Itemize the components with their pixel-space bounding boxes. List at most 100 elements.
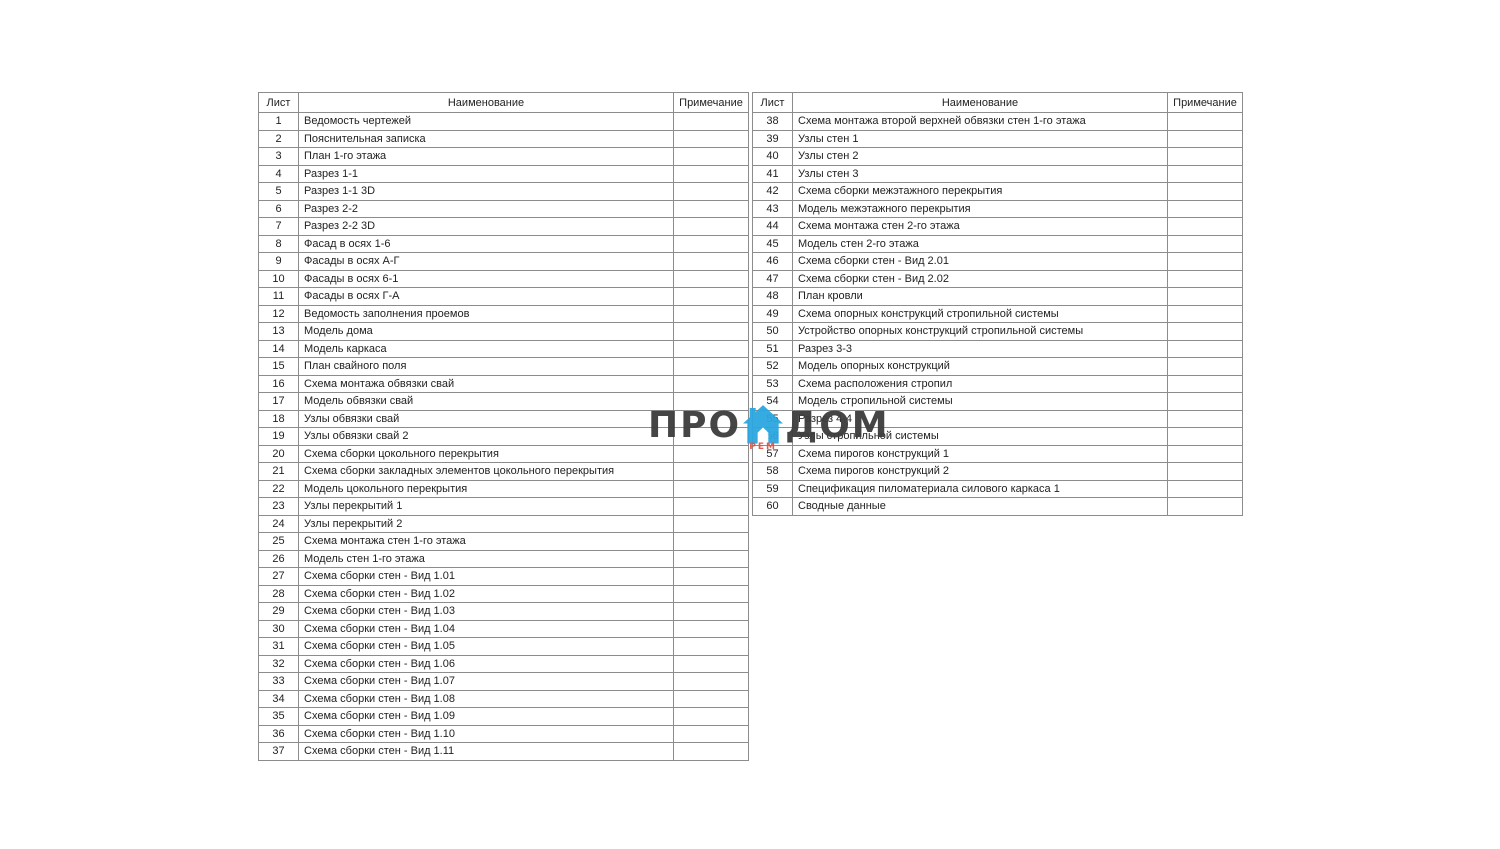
table-row: 35 Схема сборки стен - Вид 1.09: [258, 707, 749, 726]
note-cell: [673, 567, 749, 586]
sheet-name-cell: Ведомость чертежей: [298, 112, 674, 131]
table-row: 31 Схема сборки стен - Вид 1.05: [258, 637, 749, 656]
table-row: 5 Разрез 1-1 3D: [258, 182, 749, 201]
table-row: 27 Схема сборки стен - Вид 1.01: [258, 567, 749, 586]
sheet-number-cell: 41: [752, 164, 793, 183]
sheet-number-cell: 40: [752, 147, 793, 166]
table-row: 36 Схема сборки стен - Вид 1.10: [258, 724, 749, 743]
sheet-name-cell: Ведомость заполнения проемов: [298, 304, 674, 323]
table-row: 58 Схема пирогов конструкций 2: [752, 462, 1243, 481]
watermark-text-pro: ПРО: [648, 404, 742, 446]
note-cell: [673, 287, 749, 306]
table-row: 42 Схема сборки межэтажного перекрытия: [752, 182, 1243, 201]
sheet-name-cell: Схема сборки стен - Вид 1.04: [298, 619, 674, 638]
table-row: 15 План свайного поля: [258, 357, 749, 376]
note-cell: [673, 112, 749, 131]
table-row: 17 Модель обвязки свай: [258, 392, 749, 411]
note-cell: [673, 164, 749, 183]
sheet-name-cell: Модель обвязки свай: [298, 392, 674, 411]
sheet-number-cell: 42: [752, 182, 793, 201]
note-cell: [1167, 199, 1243, 218]
table-row: 48 План кровли: [752, 287, 1243, 306]
table-row: 22 Модель цокольного перекрытия: [258, 479, 749, 498]
sheet-name-cell: Схема сборки стен - Вид 1.10: [298, 724, 674, 743]
table-row: 8 Фасад в осях 1-6: [258, 234, 749, 253]
table-row: 43 Модель межэтажного перекрытия: [752, 199, 1243, 218]
sheet-name-cell: Устройство опорных конструкций стропильн…: [792, 322, 1168, 341]
sheet-number-cell: 49: [752, 304, 793, 323]
sheet-name-cell: Узлы обвязки свай: [298, 409, 674, 428]
sheet-name-cell: Модель стен 1-го этажа: [298, 549, 674, 568]
sheet-number-cell: 7: [258, 217, 299, 236]
note-cell: [1167, 252, 1243, 271]
sheet-name-cell: Модель межэтажного перекрытия: [792, 199, 1168, 218]
sheet-number-cell: 33: [258, 672, 299, 691]
note-cell: [1167, 427, 1243, 446]
sheet-number-cell: 30: [258, 619, 299, 638]
sheet-number-cell: 37: [258, 742, 299, 761]
note-cell: [1167, 287, 1243, 306]
note-cell: [673, 514, 749, 533]
sheet-number-cell: 13: [258, 322, 299, 341]
note-cell: [673, 654, 749, 673]
table-row: 49 Схема опорных конструкций стропильной …: [752, 304, 1243, 323]
sheet-number-cell: 23: [258, 497, 299, 516]
sheet-name-cell: Схема сборки стен - Вид 1.08: [298, 689, 674, 708]
sheet-name-cell: Модель стропильной системы: [792, 392, 1168, 411]
table-row: 37 Схема сборки стен - Вид 1.11: [258, 742, 749, 761]
note-cell: [1167, 479, 1243, 498]
note-cell: [673, 672, 749, 691]
note-cell: [1167, 322, 1243, 341]
note-cell: [1167, 112, 1243, 131]
note-cell: [673, 742, 749, 761]
table-row: 24 Узлы перекрытий 2: [258, 514, 749, 533]
sheet-name-cell: Модель стен 2-го этажа: [792, 234, 1168, 253]
table-row: 13 Модель дома: [258, 322, 749, 341]
note-cell: [673, 304, 749, 323]
sheet-name-cell: Сводные данные: [792, 497, 1168, 516]
table-row: 34 Схема сборки стен - Вид 1.08: [258, 689, 749, 708]
table-row: 57 Схема пирогов конструкций 1: [752, 444, 1243, 463]
sheet-name-cell: Схема пирогов конструкций 1: [792, 444, 1168, 463]
sheet-number-cell: 44: [752, 217, 793, 236]
sheet-number-cell: 9: [258, 252, 299, 271]
note-cell: [1167, 497, 1243, 516]
sheet-name-cell: Схема сборки межэтажного перекрытия: [792, 182, 1168, 201]
sheet-number-cell: 50: [752, 322, 793, 341]
table-row: 30 Схема сборки стен - Вид 1.04: [258, 619, 749, 638]
sheet-number-cell: 25: [258, 532, 299, 551]
sheet-number-cell: 8: [258, 234, 299, 253]
column-header-sheet: Лист: [258, 92, 299, 113]
table-row: 45 Модель стен 2-го этажа: [752, 234, 1243, 253]
note-cell: [673, 602, 749, 621]
note-cell: [1167, 129, 1243, 148]
note-cell: [673, 374, 749, 393]
watermark-text-dom: ДОМ: [785, 404, 890, 446]
table-row: 6 Разрез 2-2: [258, 199, 749, 218]
note-cell: [673, 462, 749, 481]
table-row: 47 Схема сборки стен - Вид 2.02: [752, 269, 1243, 288]
table-row: 50 Устройство опорных конструкций стропил…: [752, 322, 1243, 341]
table-row: 12 Ведомость заполнения проемов: [258, 304, 749, 323]
note-cell: [1167, 409, 1243, 428]
sheet-number-cell: 59: [752, 479, 793, 498]
table-row: 33 Схема сборки стен - Вид 1.07: [258, 672, 749, 691]
note-cell: [1167, 182, 1243, 201]
watermark-sub-label: РЕМ: [749, 442, 777, 452]
watermark-logo: ПРО РЕМ ДОМ: [648, 402, 890, 452]
sheet-name-cell: Модель цокольного перекрытия: [298, 479, 674, 498]
note-cell: [1167, 269, 1243, 288]
sheet-number-cell: 1: [258, 112, 299, 131]
sheet-name-cell: Схема монтажа стен 2-го этажа: [792, 217, 1168, 236]
table-row: 54 Модель стропильной системы: [752, 392, 1243, 411]
sheet-name-cell: Разрез 1-1 3D: [298, 182, 674, 201]
sheet-name-cell: Модель дома: [298, 322, 674, 341]
sheet-name-cell: Узлы стен 3: [792, 164, 1168, 183]
sheet-number-cell: 36: [258, 724, 299, 743]
note-cell: [1167, 357, 1243, 376]
column-header-note: Примечание: [1167, 92, 1243, 113]
note-cell: [673, 147, 749, 166]
sheet-name-cell: Узлы перекрытий 1: [298, 497, 674, 516]
table-row: 41 Узлы стен 3: [752, 164, 1243, 183]
